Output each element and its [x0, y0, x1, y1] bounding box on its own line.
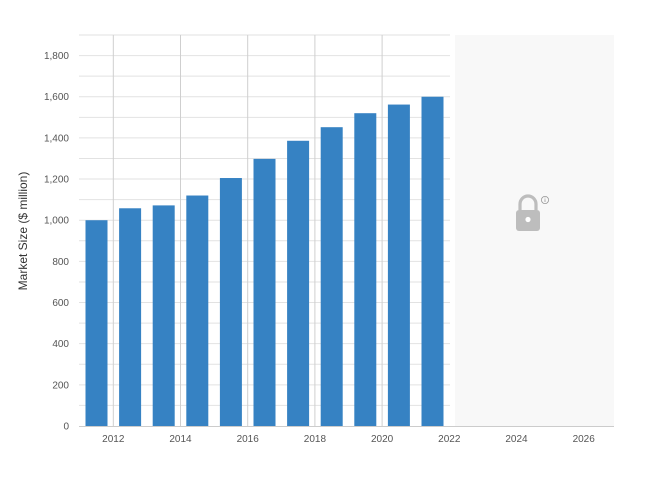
y-tick-label: 600: [52, 298, 69, 309]
bar-2015: [219, 178, 242, 426]
y-axis-label: Market Size ($ million): [16, 172, 30, 291]
y-tick-label: 1,400: [44, 133, 69, 144]
bar-2019: [354, 113, 377, 426]
x-tick-label: 2020: [371, 434, 394, 445]
x-tick-labels: 2012 2014 2016 2018 2020 2022 2024 2026: [102, 434, 595, 445]
bar-2011: [85, 220, 108, 426]
info-icon[interactable]: [541, 195, 550, 204]
y-tick-label: 400: [52, 339, 69, 350]
x-tick-label: 2022: [438, 434, 461, 445]
x-tick-label: 2018: [304, 434, 327, 445]
y-tick-label: 200: [52, 380, 69, 391]
bar-2016: [253, 158, 276, 427]
bar-2021: [421, 96, 444, 426]
y-tick-label: 1,200: [44, 175, 69, 186]
x-tick-label: 2012: [102, 434, 125, 445]
x-tick-label: 2024: [505, 434, 528, 445]
bar-2013: [152, 205, 175, 426]
bars: [85, 96, 444, 427]
bar-2020: [387, 104, 410, 427]
y-tick-label: 1,600: [44, 92, 69, 103]
lock-icon[interactable]: [516, 194, 540, 231]
y-tick-label: 1,800: [44, 51, 69, 62]
x-tick-label: 2016: [237, 434, 260, 445]
bar-2014: [186, 195, 209, 426]
vertical-gridlines: [112, 35, 383, 426]
y-tick-labels: 0 200 400 600 800 1,000 1,200 1,400 1,600 1,800: [44, 51, 69, 432]
y-tick-label: 800: [52, 257, 69, 268]
x-tick-label: 2026: [573, 434, 596, 445]
bar-2017: [287, 140, 310, 426]
x-tick-label: 2014: [169, 434, 192, 445]
y-tick-label: 0: [63, 422, 69, 433]
bar-2018: [320, 127, 343, 426]
bar-2012: [119, 208, 142, 426]
y-tick-label: 1,000: [44, 216, 69, 227]
